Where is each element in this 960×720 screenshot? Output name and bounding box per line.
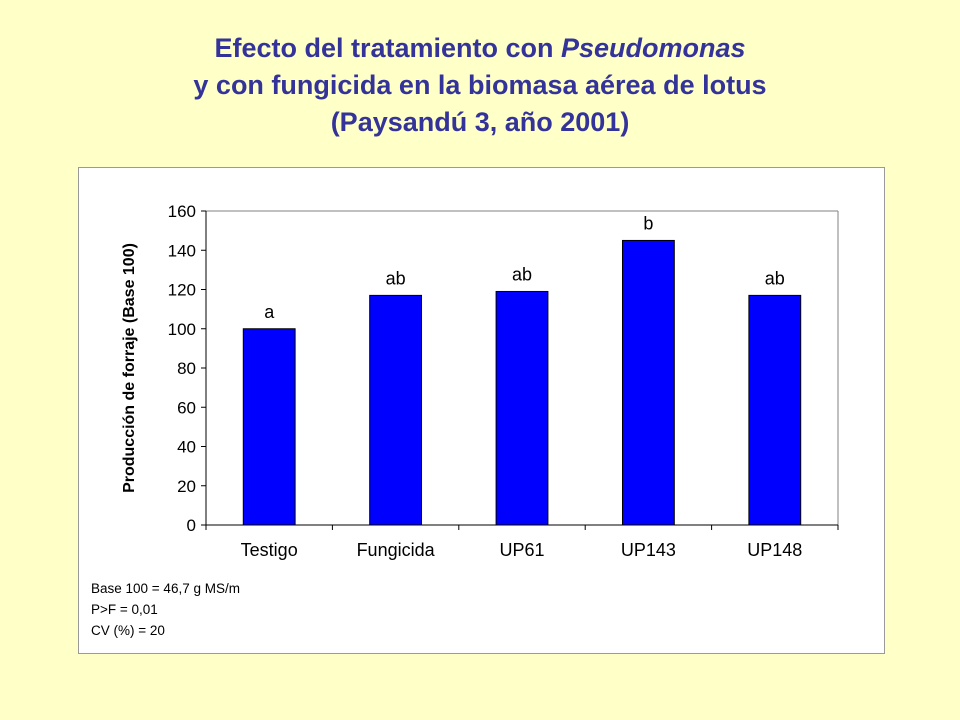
note-cv: CV (%) = 20 bbox=[91, 623, 165, 638]
y-tick-label: 60 bbox=[177, 398, 196, 417]
bar-testigo bbox=[242, 328, 296, 526]
x-tick-label: Fungicida bbox=[357, 540, 436, 560]
bar-fungicida bbox=[369, 294, 423, 526]
bar-up61 bbox=[495, 290, 549, 526]
y-tick-label: 160 bbox=[168, 202, 196, 221]
chart-notes: Base 100 = 46,7 g MS/m P>F = 0,01 CV (%)… bbox=[91, 578, 240, 641]
title-line-3: (Paysandú 3, año 2001) bbox=[330, 107, 630, 137]
chart-frame: 0 20 40 60 80 100 120 140 160 a Testigo ab Fungicida… bbox=[78, 167, 885, 654]
y-tick-label: 0 bbox=[187, 516, 196, 535]
title-line-1-prefix: Efecto del tratamiento con bbox=[214, 33, 561, 63]
bar-label-fungicida: ab bbox=[386, 268, 406, 288]
y-tick-label: 40 bbox=[177, 438, 196, 457]
title-line-1: Efecto del tratamiento con Pseudomonas bbox=[0, 30, 960, 67]
x-tick-label: UP148 bbox=[747, 540, 802, 560]
slide-title: Efecto del tratamiento con Pseudomonas y… bbox=[0, 30, 960, 141]
x-tick-label: UP61 bbox=[499, 540, 544, 560]
y-tick-label: 100 bbox=[168, 320, 196, 339]
chart-labels: 0 20 40 60 80 100 120 140 160 a Testigo ab Fungicida… bbox=[121, 202, 802, 560]
y-tick-label: 80 bbox=[177, 359, 196, 378]
bar-up143 bbox=[621, 239, 675, 526]
bar-label-up148: ab bbox=[765, 268, 785, 288]
y-axis-title: Producción de forraje (Base 100) bbox=[121, 243, 138, 493]
y-tick-label: 120 bbox=[168, 281, 196, 300]
title-line-1-italic: Pseudomonas bbox=[561, 33, 746, 63]
chart-bars bbox=[242, 239, 802, 526]
note-base: Base 100 = 46,7 g MS/m bbox=[91, 581, 240, 596]
bar-up148 bbox=[748, 294, 802, 526]
y-tick-label: 20 bbox=[177, 477, 196, 496]
note-pf: P>F = 0,01 bbox=[91, 602, 158, 617]
bar-label-testigo: a bbox=[264, 302, 275, 322]
x-tick-label: Testigo bbox=[241, 540, 298, 560]
bar-chart: 0 20 40 60 80 100 120 140 160 a Testigo ab Fungicida… bbox=[121, 202, 839, 560]
bar-label-up143: b bbox=[643, 213, 653, 233]
title-line-2: y con fungicida en la biomasa aérea de l… bbox=[193, 70, 767, 100]
x-tick-label: UP143 bbox=[621, 540, 676, 560]
y-tick-label: 140 bbox=[168, 241, 196, 260]
bar-label-up61: ab bbox=[512, 264, 532, 284]
